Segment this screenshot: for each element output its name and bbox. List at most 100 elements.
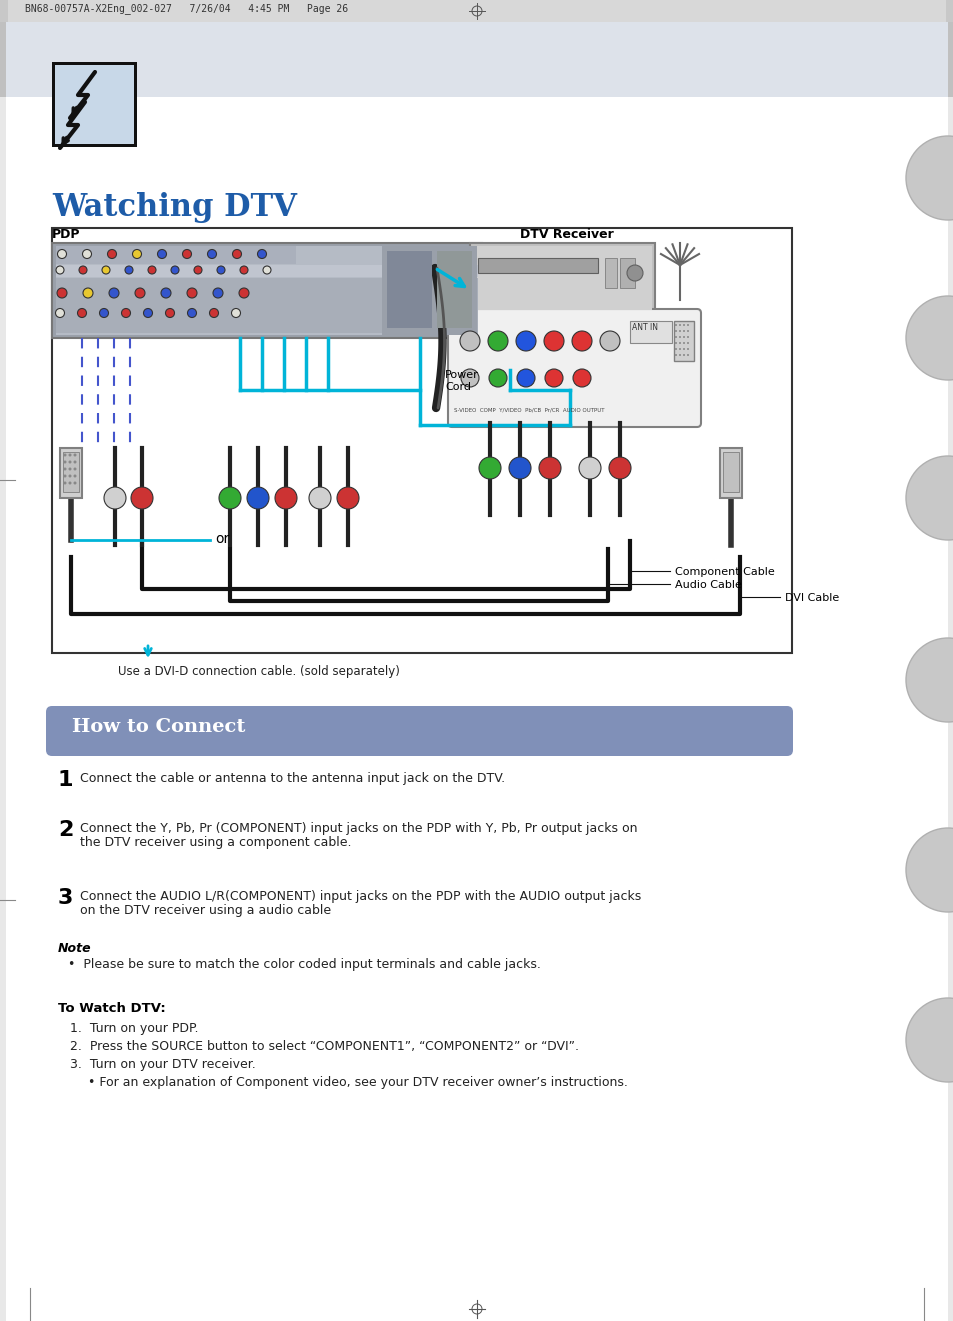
Circle shape (679, 336, 680, 338)
Circle shape (478, 457, 500, 480)
Circle shape (64, 468, 67, 470)
Circle shape (69, 461, 71, 464)
Bar (63, 452, 79, 491)
Circle shape (578, 457, 600, 480)
Circle shape (263, 266, 271, 273)
Bar (0, 96, 6, 1321)
Circle shape (216, 266, 225, 273)
Circle shape (460, 369, 478, 387)
Circle shape (73, 461, 76, 464)
Circle shape (274, 487, 296, 509)
Circle shape (682, 336, 684, 338)
Text: 3.  Turn on your DTV receiver.: 3. Turn on your DTV receiver. (70, 1058, 255, 1071)
Text: •  Please be sure to match the color coded input terminals and cable jacks.: • Please be sure to match the color code… (68, 958, 540, 971)
Circle shape (675, 336, 677, 338)
Circle shape (257, 250, 266, 259)
Circle shape (599, 332, 619, 351)
Circle shape (686, 330, 688, 332)
Circle shape (679, 342, 680, 343)
Circle shape (905, 828, 953, 911)
Circle shape (171, 266, 179, 273)
Circle shape (104, 487, 126, 509)
Circle shape (193, 266, 202, 273)
Text: Connect the AUDIO L/R(COMPONENT) input jacks on the PDP with the AUDIO output ja: Connect the AUDIO L/R(COMPONENT) input j… (80, 890, 640, 904)
Text: ANT IN: ANT IN (631, 324, 658, 332)
Circle shape (108, 250, 116, 259)
Circle shape (64, 474, 67, 477)
Circle shape (232, 309, 240, 317)
Text: 3: 3 (58, 888, 73, 908)
Text: PDP: PDP (52, 229, 80, 240)
Circle shape (516, 332, 536, 351)
Circle shape (213, 288, 223, 299)
Circle shape (905, 296, 953, 380)
Circle shape (64, 461, 67, 464)
Text: 1: 1 (58, 770, 73, 790)
Bar (604, 258, 617, 288)
Bar (477, 258, 598, 273)
Circle shape (679, 354, 680, 355)
Circle shape (675, 330, 677, 332)
Circle shape (905, 997, 953, 1082)
Circle shape (679, 330, 680, 332)
Bar (673, 321, 693, 361)
Bar (52, 62, 137, 147)
Circle shape (309, 487, 331, 509)
Bar (473, 246, 651, 310)
Circle shape (125, 266, 132, 273)
Bar (55, 65, 133, 144)
Bar (56, 266, 477, 277)
Circle shape (165, 309, 174, 317)
Circle shape (544, 369, 562, 387)
Circle shape (55, 309, 65, 317)
Circle shape (905, 456, 953, 540)
Circle shape (679, 324, 680, 326)
Circle shape (240, 266, 248, 273)
Circle shape (69, 468, 71, 470)
Text: Power
Cord: Power Cord (444, 370, 478, 391)
Circle shape (686, 342, 688, 343)
Circle shape (543, 332, 563, 351)
Circle shape (143, 309, 152, 317)
Circle shape (686, 354, 688, 355)
Text: 1.  Turn on your PDP.: 1. Turn on your PDP. (70, 1022, 198, 1034)
Bar (720, 448, 741, 498)
Circle shape (682, 354, 684, 355)
Bar (470, 243, 655, 313)
Bar (381, 246, 476, 336)
Circle shape (675, 347, 677, 350)
Circle shape (79, 266, 87, 273)
Bar (52, 229, 791, 653)
Circle shape (675, 324, 677, 326)
Text: Note: Note (58, 942, 91, 955)
Circle shape (64, 481, 67, 485)
Circle shape (517, 369, 535, 387)
FancyBboxPatch shape (46, 705, 792, 756)
Text: Component Cable: Component Cable (675, 567, 774, 577)
Bar (52, 243, 481, 338)
Circle shape (247, 487, 269, 509)
Circle shape (69, 453, 71, 457)
Text: on the DTV receiver using a audio cable: on the DTV receiver using a audio cable (80, 904, 331, 917)
Bar (619, 258, 635, 288)
Circle shape (99, 309, 109, 317)
Text: DVI Cable: DVI Cable (784, 593, 839, 602)
Circle shape (73, 453, 76, 457)
Circle shape (489, 369, 506, 387)
Bar (436, 251, 472, 328)
Circle shape (210, 309, 218, 317)
Circle shape (682, 324, 684, 326)
Circle shape (73, 474, 76, 477)
Circle shape (187, 288, 196, 299)
Circle shape (56, 266, 64, 273)
Text: 2.  Press the SOURCE button to select “COMPONENT1”, “COMPONENT2” or “DVI”.: 2. Press the SOURCE button to select “CO… (70, 1040, 578, 1053)
Bar (629, 321, 671, 343)
Text: Watching DTV: Watching DTV (52, 192, 296, 223)
Text: DTV Receiver: DTV Receiver (519, 229, 613, 240)
Bar (60, 448, 82, 498)
Text: S-VIDEO  COMP  Y/VIDEO  Pb/CB  Pr/CR  AUDIO OUTPUT: S-VIDEO COMP Y/VIDEO Pb/CB Pr/CR AUDIO O… (454, 408, 604, 413)
Circle shape (208, 250, 216, 259)
Circle shape (135, 288, 145, 299)
Circle shape (905, 638, 953, 723)
Bar (387, 251, 432, 328)
